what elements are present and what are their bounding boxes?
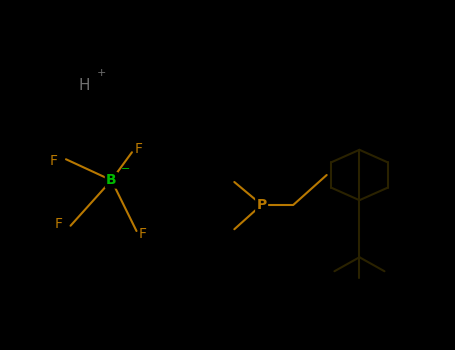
Text: F: F <box>139 227 147 241</box>
Text: B: B <box>106 173 117 187</box>
Text: F: F <box>134 142 142 156</box>
Text: H: H <box>78 78 90 93</box>
Text: F: F <box>54 217 62 231</box>
Text: P: P <box>257 198 267 212</box>
Text: F: F <box>50 154 58 168</box>
Text: −: − <box>121 164 130 174</box>
Text: +: + <box>97 68 106 78</box>
